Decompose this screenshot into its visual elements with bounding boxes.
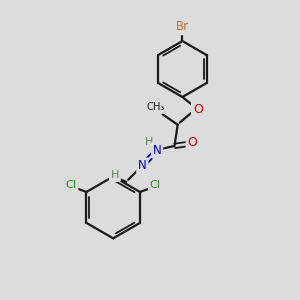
Text: H: H bbox=[145, 137, 153, 147]
Text: O: O bbox=[188, 136, 197, 149]
Text: O: O bbox=[193, 103, 202, 116]
Text: Cl: Cl bbox=[150, 180, 161, 190]
Text: Br: Br bbox=[176, 20, 189, 33]
Text: Cl: Cl bbox=[65, 180, 77, 190]
Text: N: N bbox=[138, 159, 147, 172]
Text: N: N bbox=[153, 144, 161, 157]
Text: H: H bbox=[111, 170, 119, 180]
Text: CH₃: CH₃ bbox=[146, 102, 165, 112]
